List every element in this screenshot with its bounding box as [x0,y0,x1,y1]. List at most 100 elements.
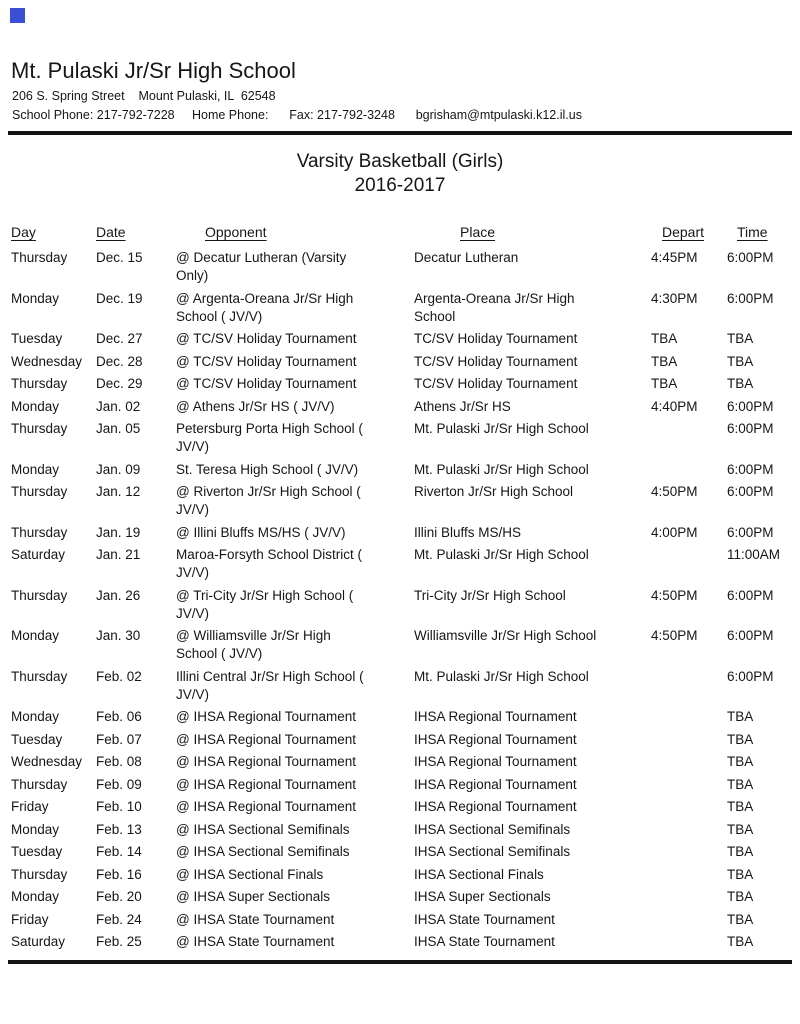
header-rule [8,131,792,135]
day-cell: Saturday [11,547,66,562]
opponent-cell: @ IHSA Sectional Semifinals [176,821,350,837]
table-row: Monday Jan. 09 St. Teresa High School ( … [11,461,789,484]
depart-cell: TBA [651,331,678,346]
title-block: Varsity Basketball (Girls) 2016-2017 [0,150,800,198]
schedule-table: Day Date Opponent Place Depart Time Thur… [11,223,789,956]
place-cell: Mt. Pulaski Jr/Sr High School [414,421,589,436]
time-cell: 6:00PM [727,421,774,436]
header-time: Time [737,224,768,240]
date-cell: Feb. 24 [96,911,142,927]
opponent-cell: @ TC/SV Holiday Tournament [176,376,357,391]
depart-cell [651,821,727,844]
table-row: Wednesday Dec. 28 @ TC/SV Holiday Tourna… [11,353,789,376]
depart-cell: 4:00PM [651,524,698,540]
place-cell: Argenta-Oreana Jr/Sr High School [414,290,575,324]
place-cell: IHSA Regional Tournament [414,754,577,769]
day-cell: Tuesday [11,331,63,346]
place-cell: Mt. Pulaski Jr/Sr High School [414,668,589,684]
place-cell: Williamsville Jr/Sr High School [414,628,597,643]
table-row: Thursday Jan. 05 Petersburg Porta High S… [11,420,789,461]
day-cell: Tuesday [11,844,63,859]
table-row: Tuesday Feb. 07 @ IHSA Regional Tourname… [11,731,789,754]
depart-cell [651,731,727,754]
opponent-cell: @ IHSA State Tournament [176,911,335,927]
table-row: Friday Feb. 24 @ IHSA State Tournament I… [11,911,789,934]
time-cell: TBA [727,731,754,747]
opponent-cell: @ TC/SV Holiday Tournament [176,331,357,346]
time-cell: TBA [727,776,754,792]
depart-cell [651,911,727,934]
place-cell: IHSA Regional Tournament [414,731,577,747]
footer-rule [8,959,792,964]
date-cell: Dec. 29 [96,376,143,391]
schedule-body: Thursday Dec. 15 @ Decatur Lutheran (Var… [11,249,789,956]
table-row: Monday Feb. 20 @ IHSA Super Sectionals I… [11,888,789,911]
place-cell: Athens Jr/Sr HS [414,398,511,414]
date-cell: Feb. 13 [96,821,142,837]
table-row: Thursday Jan. 19 @ Illini Bluffs MS/HS (… [11,524,789,547]
table-row: Thursday Dec. 29 @ TC/SV Holiday Tournam… [11,375,789,398]
opponent-cell: @ Argenta-Oreana Jr/Sr High School ( JV/… [176,290,354,324]
date-cell: Feb. 09 [96,776,142,792]
depart-cell: 4:50PM [651,484,698,499]
day-cell: Friday [11,799,49,814]
opponent-cell: Illini Central Jr/Sr High School ( JV/V) [176,668,364,702]
time-cell: TBA [727,866,754,882]
table-row: Tuesday Dec. 27 @ TC/SV Holiday Tourname… [11,330,789,353]
depart-cell [651,753,727,776]
table-row: Thursday Feb. 16 @ IHSA Sectional Finals… [11,866,789,889]
day-cell: Tuesday [11,731,63,747]
table-row: Thursday Dec. 15 @ Decatur Lutheran (Var… [11,249,789,290]
date-cell: Feb. 14 [96,844,142,859]
time-cell: 6:00PM [727,250,774,265]
day-cell: Thursday [11,776,68,792]
table-row: Monday Jan. 30 @ Williamsville Jr/Sr Hig… [11,627,789,668]
table-header-row: Day Date Opponent Place Depart Time [11,223,789,249]
time-cell: TBA [727,821,754,837]
opponent-cell: @ Riverton Jr/Sr High School ( JV/V) [176,484,361,517]
time-cell: TBA [727,799,754,814]
place-cell: Tri-City Jr/Sr High School [414,587,566,603]
table-row: Saturday Feb. 25 @ IHSA State Tournament… [11,933,789,956]
header-day: Day [11,224,36,240]
place-cell: IHSA Regional Tournament [414,776,577,792]
opponent-cell: St. Teresa High School ( JV/V) [176,461,359,477]
table-row: Monday Jan. 02 @ Athens Jr/Sr HS ( JV/V)… [11,398,789,421]
place-cell: Illini Bluffs MS/HS [414,524,522,540]
place-cell: IHSA Sectional Finals [414,866,544,882]
opponent-cell: @ IHSA Regional Tournament [176,799,357,814]
time-cell: 6:00PM [727,461,774,477]
header-date: Date [96,224,126,240]
opponent-cell: Maroa-Forsyth School District ( JV/V) [176,547,363,580]
date-cell: Jan. 21 [96,547,141,562]
day-cell: Friday [11,911,49,927]
depart-cell [651,461,727,484]
depart-cell [651,888,727,911]
table-row: Thursday Feb. 02 Illini Central Jr/Sr Hi… [11,668,789,709]
place-cell: Mt. Pulaski Jr/Sr High School [414,461,589,477]
day-cell: Thursday [11,668,68,684]
time-cell: 11:00AM [727,547,781,562]
opponent-cell: @ Decatur Lutheran (Varsity Only) [176,250,347,283]
date-cell: Jan. 05 [96,421,141,436]
day-cell: Monday [11,709,60,724]
logo-placeholder-icon [10,8,25,23]
day-cell: Saturday [11,934,66,949]
depart-cell: 4:50PM [651,587,698,603]
time-cell: TBA [727,754,754,769]
header-opponent: Opponent [205,224,267,240]
school-name: Mt. Pulaski Jr/Sr High School [11,58,296,83]
opponent-cell: @ IHSA Sectional Finals [176,866,324,882]
page-title: Varsity Basketball (Girls) [296,151,504,172]
day-cell: Thursday [11,524,68,540]
table-row: Monday Feb. 06 @ IHSA Regional Tournamen… [11,708,789,731]
day-cell: Wednesday [11,353,83,369]
date-cell: Dec. 15 [96,250,143,265]
depart-cell [651,933,727,956]
day-cell: Monday [11,290,60,306]
date-cell: Jan. 12 [96,484,141,499]
opponent-cell: @ IHSA Regional Tournament [176,776,357,792]
time-cell: TBA [727,911,754,927]
time-cell: TBA [727,709,754,724]
